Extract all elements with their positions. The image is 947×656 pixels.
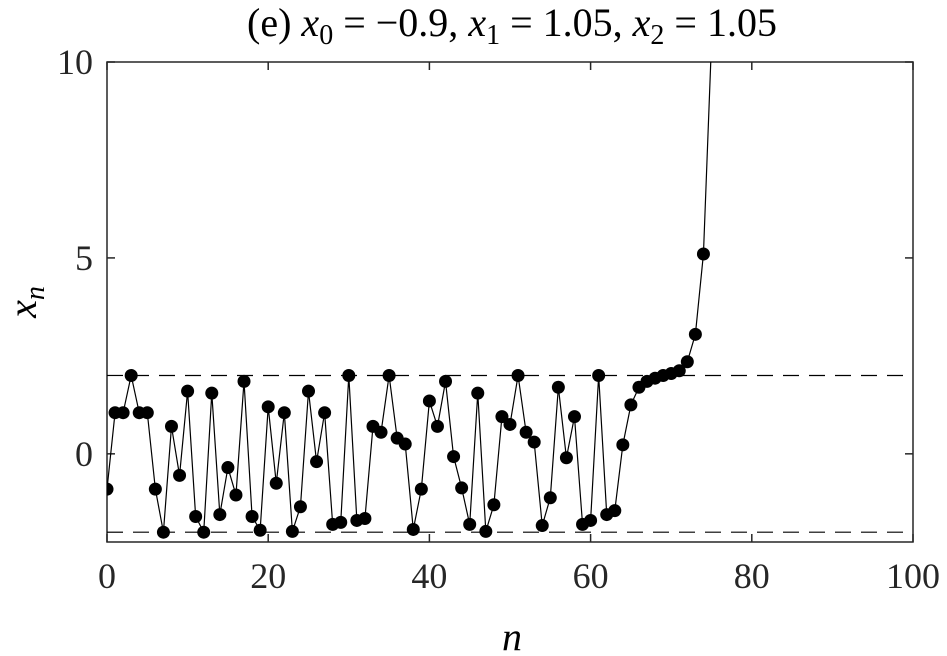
data-point-40: [422, 394, 436, 408]
data-point-46: [471, 386, 485, 400]
data-point-55: [543, 491, 557, 505]
data-point-42: [439, 374, 453, 388]
data-point-12: [197, 525, 211, 539]
title-eq-1: = 1.05,: [500, 0, 633, 45]
data-point-11: [189, 510, 203, 524]
data-point-54: [535, 519, 549, 533]
data-point-57: [559, 451, 573, 465]
data-point-25: [302, 384, 315, 398]
data-point-3: [124, 368, 138, 382]
data-point-49: [495, 410, 509, 424]
data-point-45: [463, 517, 477, 531]
data-point-35: [382, 368, 396, 382]
axis-ticks: [106, 61, 914, 542]
y-axis-label-var: x: [0, 300, 45, 319]
data-point-50: [503, 417, 517, 431]
x-tick-label-3: 60: [573, 556, 609, 596]
data-point-20: [261, 400, 275, 414]
tick-labels: 0 20 40 60 80 100 0 5 10: [57, 42, 940, 596]
data-point-73: [688, 327, 702, 341]
data-point-24: [293, 500, 307, 514]
data-point-0: [107, 482, 114, 496]
data-point-61: [592, 368, 606, 382]
y-tick-label-0: 0: [75, 434, 93, 474]
data-point-5: [140, 406, 154, 420]
data-point-9: [173, 468, 187, 482]
x-tick-label-1: 20: [250, 556, 286, 596]
title-var-0: x: [300, 0, 319, 45]
data-point-22: [277, 406, 291, 420]
data-point-38: [406, 522, 420, 536]
x-tick-label-2: 40: [411, 556, 447, 596]
data-point-56: [551, 380, 565, 394]
data-point-48: [487, 498, 501, 512]
data-point-64: [616, 438, 630, 452]
title-sub-2: 2: [650, 20, 664, 51]
title-var-1: x: [467, 0, 486, 45]
chart-title: (e) x0 = −0.9, x1 = 1.05, x2 = 1.05: [247, 0, 777, 51]
data-point-52: [519, 425, 533, 439]
data-point-74: [696, 247, 710, 261]
data-point-15: [221, 461, 235, 475]
data-point-8: [164, 419, 178, 433]
data-point-30: [342, 368, 356, 382]
data-point-13: [205, 386, 219, 400]
data-point-17: [237, 374, 251, 388]
plot-frame: [106, 61, 914, 543]
data-point-53: [527, 435, 541, 449]
data-point-14: [213, 508, 227, 522]
title-prefix: (e): [247, 0, 301, 45]
data-point-60: [584, 513, 598, 527]
title-var-2: x: [632, 0, 651, 45]
data-point-32: [358, 511, 372, 525]
data-point-27: [318, 406, 332, 420]
data-point-23: [285, 524, 299, 538]
data-point-2: [116, 406, 130, 420]
title-sub-1: 1: [486, 20, 500, 51]
data-point-7: [156, 525, 170, 539]
data-point-44: [455, 481, 469, 495]
x-axis-label: n: [502, 614, 522, 656]
data-point-19: [253, 523, 267, 537]
data-point-65: [624, 398, 638, 412]
data-point-43: [447, 450, 461, 464]
data-point-63: [608, 504, 622, 518]
data-point-37: [398, 437, 412, 451]
title-eq-0: = −0.9,: [333, 0, 468, 45]
data-point-71: [672, 364, 686, 378]
data-point-26: [310, 455, 324, 469]
data-point-72: [680, 355, 694, 369]
data-point-34: [374, 425, 388, 439]
data-point-21: [269, 476, 283, 490]
y-tick-label-1: 5: [75, 238, 93, 278]
data-point-58: [567, 410, 581, 424]
x-tick-label-4: 80: [734, 556, 770, 596]
title-sub-0: 0: [319, 20, 333, 51]
data-point-39: [414, 482, 428, 496]
data-point-10: [181, 384, 195, 398]
data-point-6: [148, 482, 162, 496]
data-point-18: [245, 510, 259, 524]
data-point-41: [430, 419, 444, 433]
x-tick-label-0: 0: [98, 556, 116, 596]
y-tick-label-2: 10: [57, 42, 93, 82]
title-eq-2: = 1.05: [664, 0, 777, 45]
series-group: [107, 62, 712, 539]
data-point-47: [479, 524, 493, 538]
y-axis-label: xn: [0, 286, 51, 319]
data-point-51: [511, 368, 525, 382]
x-tick-label-5: 100: [886, 556, 940, 596]
data-point-29: [334, 515, 348, 529]
data-point-16: [229, 488, 243, 502]
y-axis-label-sub: n: [20, 286, 51, 300]
